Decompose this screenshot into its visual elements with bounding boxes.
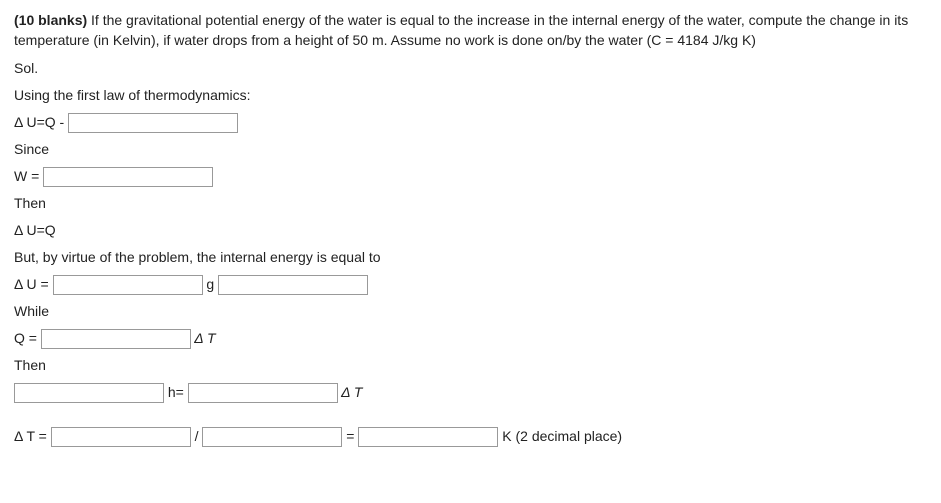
k-units-label: K (2 decimal place) bbox=[498, 426, 622, 446]
then-label-1: Then bbox=[14, 193, 46, 213]
equals-label: = bbox=[342, 426, 358, 446]
delta-t-eq-label: Δ T = bbox=[14, 426, 51, 446]
blanks-label: (10 blanks) bbox=[14, 12, 87, 28]
question-text: (10 blanks) If the gravitational potenti… bbox=[14, 10, 927, 51]
delta-u-eq-label: Δ U = bbox=[14, 274, 53, 294]
delta-t-label-1: Δ T bbox=[191, 328, 216, 348]
but-label: But, by virtue of the problem, the inter… bbox=[14, 247, 381, 267]
blank-9-input[interactable] bbox=[202, 427, 342, 447]
delta-u-q2-label: Δ U=Q bbox=[14, 220, 56, 240]
since-label: Since bbox=[14, 139, 49, 159]
delta-u-q-label: Δ U=Q - bbox=[14, 112, 68, 132]
h-eq-label: h= bbox=[164, 382, 188, 402]
then-label-2: Then bbox=[14, 355, 46, 375]
blank-7-input[interactable] bbox=[188, 383, 338, 403]
blank-5-input[interactable] bbox=[41, 329, 191, 349]
g-label: g bbox=[203, 274, 219, 294]
while-label: While bbox=[14, 301, 49, 321]
blank-4-input[interactable] bbox=[218, 275, 368, 295]
blank-10-input[interactable] bbox=[358, 427, 498, 447]
sol-label: Sol. bbox=[14, 58, 38, 78]
question-body: If the gravitational potential energy of… bbox=[14, 12, 908, 48]
blank-2-input[interactable] bbox=[43, 167, 213, 187]
first-law-text: Using the first law of thermodynamics: bbox=[14, 85, 251, 105]
slash-label: / bbox=[191, 426, 203, 446]
blank-6-input[interactable] bbox=[14, 383, 164, 403]
delta-t-label-2: Δ T bbox=[338, 382, 363, 402]
q-eq-label: Q = bbox=[14, 328, 41, 348]
blank-3-input[interactable] bbox=[53, 275, 203, 295]
blank-1-input[interactable] bbox=[68, 113, 238, 133]
blank-8-input[interactable] bbox=[51, 427, 191, 447]
w-eq-label: W = bbox=[14, 166, 43, 186]
